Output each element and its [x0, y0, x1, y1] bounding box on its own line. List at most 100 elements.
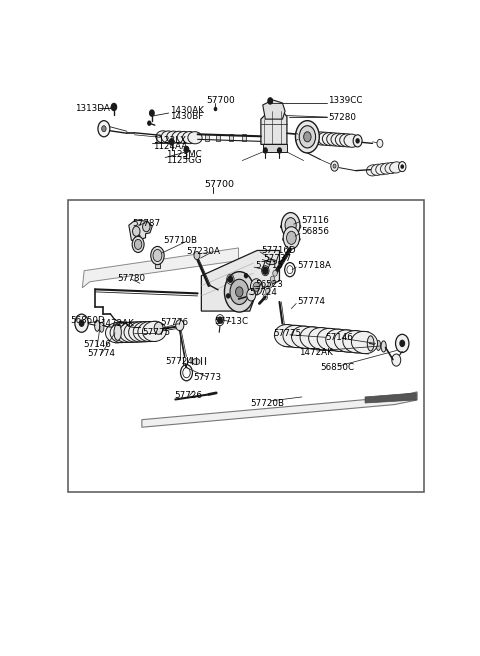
- Ellipse shape: [283, 325, 309, 348]
- Ellipse shape: [133, 321, 157, 342]
- Text: 57146: 57146: [83, 340, 111, 350]
- Circle shape: [270, 276, 275, 282]
- Bar: [205, 134, 209, 141]
- Ellipse shape: [344, 134, 360, 148]
- Ellipse shape: [266, 260, 276, 264]
- Circle shape: [169, 139, 174, 145]
- Text: 1123MC: 1123MC: [166, 150, 202, 159]
- Ellipse shape: [343, 331, 369, 353]
- Text: 56850C: 56850C: [321, 363, 355, 372]
- Text: 57280: 57280: [328, 113, 356, 121]
- Ellipse shape: [366, 165, 380, 176]
- Circle shape: [102, 126, 106, 132]
- Text: 56850D: 56850D: [71, 316, 105, 325]
- Bar: [216, 134, 220, 141]
- Ellipse shape: [381, 341, 386, 352]
- Bar: [229, 134, 233, 141]
- Circle shape: [154, 322, 163, 335]
- Ellipse shape: [376, 340, 381, 350]
- Circle shape: [225, 272, 254, 312]
- Circle shape: [356, 139, 359, 143]
- Ellipse shape: [138, 321, 162, 342]
- Text: 57737: 57737: [263, 253, 291, 262]
- Text: 57775: 57775: [273, 329, 301, 338]
- Circle shape: [299, 126, 315, 148]
- Ellipse shape: [300, 327, 326, 349]
- Text: 57116: 57116: [301, 216, 329, 224]
- Ellipse shape: [309, 327, 335, 350]
- Ellipse shape: [371, 164, 384, 175]
- Circle shape: [401, 165, 403, 168]
- Circle shape: [264, 148, 267, 153]
- Text: 57774: 57774: [87, 349, 115, 358]
- Text: 57700: 57700: [204, 180, 234, 190]
- Text: 57230A: 57230A: [186, 247, 220, 256]
- Ellipse shape: [314, 132, 329, 145]
- Ellipse shape: [124, 322, 148, 342]
- Ellipse shape: [390, 162, 403, 173]
- Text: 57775: 57775: [142, 328, 170, 337]
- Circle shape: [194, 251, 200, 260]
- Text: 56856: 56856: [301, 227, 329, 236]
- Ellipse shape: [156, 131, 170, 143]
- Circle shape: [296, 121, 319, 153]
- Text: 57724: 57724: [250, 288, 277, 297]
- Text: 57774: 57774: [297, 297, 325, 306]
- Circle shape: [228, 276, 233, 282]
- Text: 57146: 57146: [325, 333, 353, 342]
- Text: 1430BF: 1430BF: [170, 112, 204, 121]
- Ellipse shape: [385, 163, 398, 174]
- Circle shape: [184, 146, 189, 152]
- Ellipse shape: [340, 134, 355, 147]
- Text: 1472AK: 1472AK: [299, 348, 333, 357]
- Text: 1339CC: 1339CC: [328, 96, 362, 106]
- Text: 57716D: 57716D: [261, 246, 296, 255]
- Ellipse shape: [110, 323, 134, 342]
- Ellipse shape: [99, 322, 104, 333]
- Circle shape: [263, 294, 267, 300]
- Circle shape: [98, 121, 110, 137]
- Circle shape: [265, 288, 270, 294]
- Circle shape: [400, 340, 405, 346]
- Text: 57720B: 57720B: [251, 398, 285, 407]
- Ellipse shape: [172, 131, 186, 144]
- Polygon shape: [142, 392, 417, 427]
- Ellipse shape: [334, 330, 360, 352]
- Circle shape: [263, 267, 268, 274]
- Polygon shape: [263, 144, 287, 152]
- Circle shape: [215, 108, 216, 111]
- Ellipse shape: [167, 131, 181, 143]
- Ellipse shape: [380, 163, 394, 174]
- Circle shape: [281, 213, 300, 238]
- Text: 57718A: 57718A: [297, 261, 331, 270]
- Ellipse shape: [115, 322, 139, 342]
- Ellipse shape: [282, 236, 300, 243]
- Circle shape: [283, 227, 300, 249]
- Ellipse shape: [351, 331, 378, 354]
- Circle shape: [150, 110, 154, 116]
- Circle shape: [251, 279, 263, 295]
- Polygon shape: [263, 100, 285, 119]
- Circle shape: [277, 148, 281, 153]
- Bar: [68, 200, 424, 492]
- Ellipse shape: [129, 321, 153, 342]
- Ellipse shape: [326, 329, 352, 352]
- Text: 57710B: 57710B: [163, 236, 197, 245]
- Polygon shape: [129, 220, 152, 240]
- Circle shape: [176, 319, 184, 331]
- Text: 1125GG: 1125GG: [166, 156, 202, 165]
- Circle shape: [304, 132, 311, 142]
- Ellipse shape: [367, 336, 374, 351]
- Ellipse shape: [275, 325, 300, 347]
- Text: 1472AK: 1472AK: [100, 319, 134, 328]
- Circle shape: [153, 249, 162, 262]
- Ellipse shape: [143, 321, 166, 342]
- Ellipse shape: [192, 359, 200, 365]
- Circle shape: [331, 161, 338, 171]
- Polygon shape: [365, 393, 416, 403]
- Ellipse shape: [331, 133, 347, 146]
- Ellipse shape: [114, 324, 121, 340]
- Circle shape: [333, 164, 336, 168]
- Ellipse shape: [291, 326, 318, 348]
- Ellipse shape: [317, 329, 343, 351]
